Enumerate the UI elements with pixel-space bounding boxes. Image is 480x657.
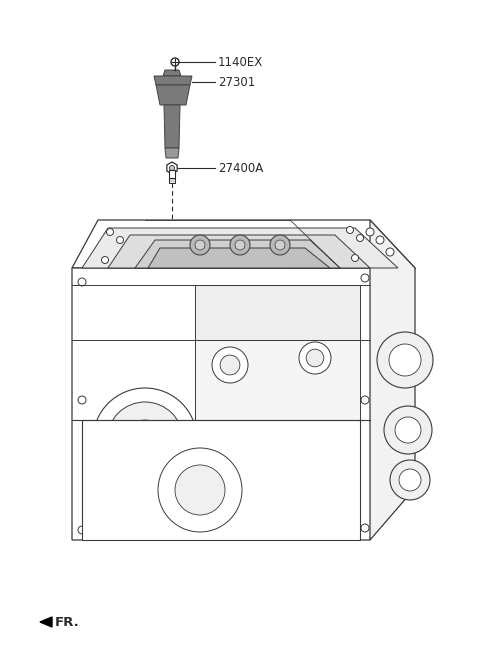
Circle shape bbox=[357, 235, 363, 242]
Polygon shape bbox=[40, 617, 52, 627]
Text: FR.: FR. bbox=[55, 616, 80, 629]
Circle shape bbox=[275, 240, 285, 250]
Polygon shape bbox=[108, 235, 370, 268]
Circle shape bbox=[171, 58, 179, 66]
Circle shape bbox=[270, 235, 290, 255]
Circle shape bbox=[107, 402, 183, 478]
Polygon shape bbox=[156, 85, 190, 105]
Circle shape bbox=[93, 388, 197, 492]
Circle shape bbox=[299, 342, 331, 374]
Circle shape bbox=[377, 332, 433, 388]
Polygon shape bbox=[154, 76, 192, 85]
Circle shape bbox=[169, 166, 175, 171]
Text: 27400A: 27400A bbox=[218, 162, 263, 175]
Circle shape bbox=[220, 355, 240, 375]
Circle shape bbox=[361, 524, 369, 532]
Polygon shape bbox=[72, 220, 415, 268]
Circle shape bbox=[306, 350, 324, 367]
Circle shape bbox=[235, 240, 245, 250]
Polygon shape bbox=[164, 105, 180, 148]
Circle shape bbox=[117, 237, 123, 244]
Circle shape bbox=[125, 420, 165, 460]
Polygon shape bbox=[195, 340, 360, 420]
Circle shape bbox=[78, 278, 86, 286]
Circle shape bbox=[389, 344, 421, 376]
Circle shape bbox=[78, 396, 86, 404]
Polygon shape bbox=[163, 70, 181, 76]
Polygon shape bbox=[72, 268, 415, 540]
Circle shape bbox=[361, 396, 369, 404]
Text: 27301: 27301 bbox=[218, 76, 255, 89]
Circle shape bbox=[78, 526, 86, 534]
Polygon shape bbox=[82, 420, 360, 540]
Circle shape bbox=[386, 248, 394, 256]
Circle shape bbox=[230, 235, 250, 255]
Circle shape bbox=[190, 235, 210, 255]
Circle shape bbox=[376, 236, 384, 244]
Polygon shape bbox=[167, 162, 177, 174]
Circle shape bbox=[384, 406, 432, 454]
Polygon shape bbox=[165, 148, 179, 158]
Polygon shape bbox=[195, 285, 360, 340]
Circle shape bbox=[107, 229, 113, 235]
Circle shape bbox=[366, 228, 374, 236]
Polygon shape bbox=[135, 240, 340, 268]
Circle shape bbox=[351, 254, 359, 261]
Circle shape bbox=[395, 417, 421, 443]
Polygon shape bbox=[148, 248, 330, 268]
Circle shape bbox=[175, 465, 225, 515]
Circle shape bbox=[399, 469, 421, 491]
Circle shape bbox=[158, 448, 242, 532]
Circle shape bbox=[195, 240, 205, 250]
Circle shape bbox=[390, 460, 430, 500]
Circle shape bbox=[361, 274, 369, 282]
Polygon shape bbox=[370, 220, 415, 540]
Circle shape bbox=[347, 227, 353, 233]
Circle shape bbox=[101, 256, 108, 263]
Circle shape bbox=[212, 347, 248, 383]
FancyBboxPatch shape bbox=[169, 170, 175, 178]
Polygon shape bbox=[82, 228, 398, 268]
Text: 1140EX: 1140EX bbox=[218, 55, 263, 68]
